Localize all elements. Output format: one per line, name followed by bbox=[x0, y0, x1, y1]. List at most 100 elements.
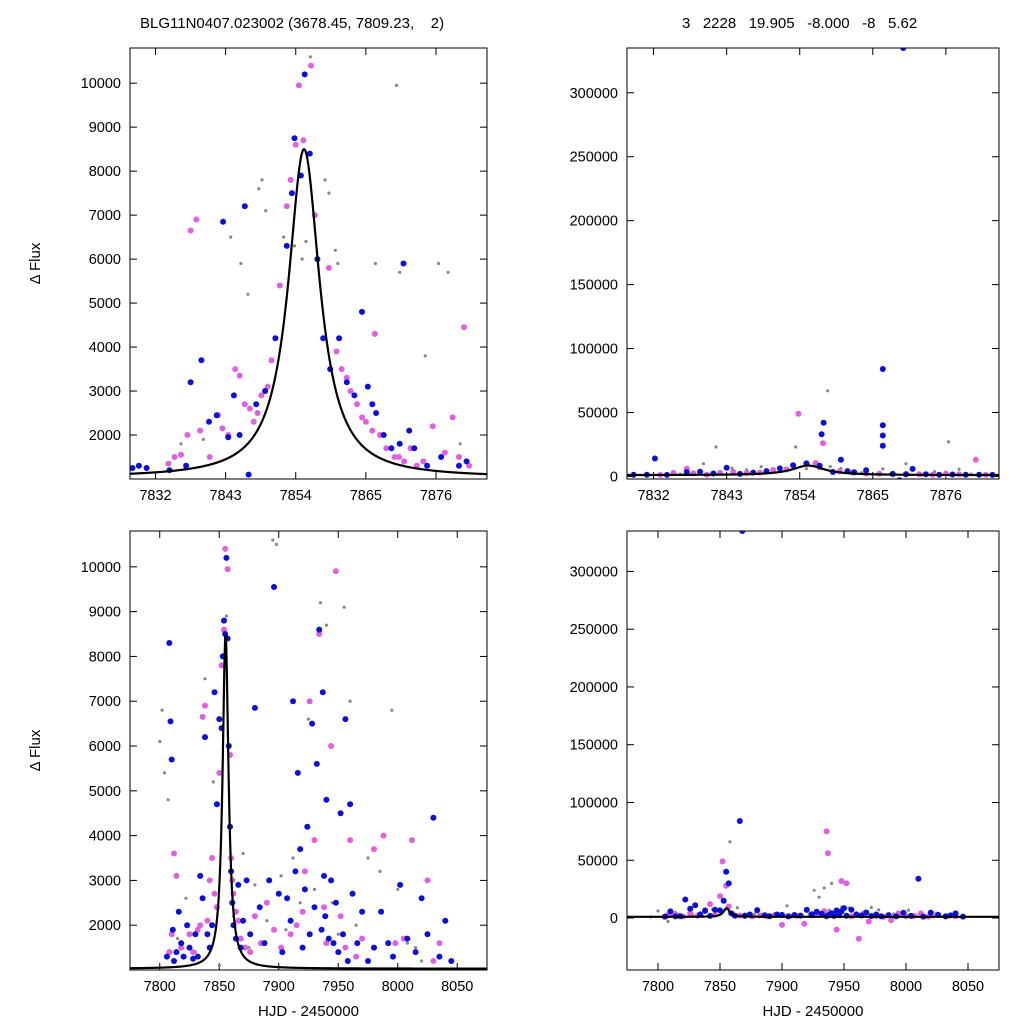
data-point-gray bbox=[446, 270, 450, 274]
data-point-blue bbox=[397, 881, 404, 888]
data-point-magenta bbox=[268, 357, 275, 364]
data-point-blue bbox=[319, 689, 326, 696]
data-point-magenta bbox=[251, 913, 258, 920]
data-point-blue bbox=[343, 379, 350, 386]
data-point-magenta bbox=[823, 828, 830, 835]
header-right-title: 3 2228 19.905 -8.000 -8 5.62 bbox=[682, 15, 918, 32]
data-point-blue bbox=[739, 531, 746, 534]
data-point-blue bbox=[436, 953, 443, 960]
x-tick-label: 7876 bbox=[930, 488, 962, 504]
data-point-blue bbox=[166, 640, 173, 646]
data-point-blue bbox=[723, 464, 730, 471]
data-point-blue bbox=[717, 907, 723, 914]
data-point-magenta bbox=[202, 702, 208, 709]
data-point-blue bbox=[306, 931, 313, 938]
data-point-blue bbox=[271, 584, 277, 590]
data-point-magenta bbox=[466, 462, 473, 469]
data-point-magenta bbox=[391, 454, 398, 460]
data-point-gray bbox=[271, 538, 275, 542]
panel-bottom-left: 7800 7850 7900 7950 8000 8050 2000 3000 4000 5000… bbox=[27, 530, 488, 1020]
data-point-blue bbox=[380, 432, 387, 438]
data-point-magenta bbox=[178, 451, 184, 458]
data-point-blue bbox=[230, 392, 237, 399]
data-point-magenta bbox=[168, 931, 175, 938]
data-point-blue bbox=[301, 886, 308, 893]
data-point-gray bbox=[158, 739, 162, 744]
data-point-blue bbox=[272, 335, 279, 342]
data-point-magenta bbox=[276, 282, 283, 289]
data-point-blue bbox=[143, 465, 150, 471]
data-point-magenta bbox=[409, 837, 415, 844]
data-point-blue bbox=[364, 383, 371, 390]
data-point-blue bbox=[328, 877, 335, 884]
x-tick-label: 7843 bbox=[711, 488, 743, 504]
y-tick-label: 0 bbox=[610, 911, 618, 927]
data-point-blue bbox=[198, 357, 205, 364]
x-tick-label: 8000 bbox=[890, 979, 922, 995]
data-point-blue bbox=[848, 906, 855, 913]
data-point-gray bbox=[333, 248, 337, 252]
data-point-blue bbox=[354, 940, 361, 947]
data-point-magenta bbox=[843, 880, 850, 887]
data-point-magenta bbox=[396, 454, 402, 460]
y-tick-label: 100000 bbox=[570, 795, 618, 811]
data-point-gray bbox=[336, 261, 340, 266]
data-point-magenta bbox=[219, 425, 226, 432]
data-point-gray bbox=[869, 905, 873, 910]
plot-frame bbox=[129, 530, 488, 971]
data-point-magenta bbox=[383, 445, 390, 452]
data-point-blue bbox=[291, 135, 298, 142]
data-point-magenta bbox=[222, 545, 229, 552]
data-point-blue bbox=[337, 810, 344, 817]
x-axis-label: HJD - 2450000 bbox=[763, 1003, 864, 1020]
data-point-blue bbox=[241, 203, 248, 210]
data-point-magenta bbox=[299, 908, 306, 915]
data-point-blue bbox=[332, 899, 339, 906]
data-point-blue bbox=[702, 907, 709, 914]
data-point-blue bbox=[342, 716, 349, 723]
data-point-blue bbox=[340, 931, 346, 938]
data-point-magenta bbox=[247, 949, 254, 956]
data-point-magenta bbox=[283, 203, 290, 210]
data-point-gray bbox=[348, 699, 352, 703]
data-point-magenta bbox=[855, 935, 862, 942]
data-point-gray bbox=[241, 851, 245, 856]
data-point-gray bbox=[239, 261, 243, 266]
data-point-gray bbox=[414, 946, 418, 950]
data-point-blue bbox=[247, 931, 254, 938]
data-point-gray bbox=[458, 442, 462, 446]
x-tick-label: 7800 bbox=[144, 979, 176, 995]
data-point-magenta bbox=[194, 926, 201, 933]
y-axis-label: Δ Flux bbox=[27, 729, 44, 771]
y-tick-label: 300000 bbox=[570, 86, 618, 102]
data-point-blue bbox=[344, 958, 351, 964]
data-points bbox=[649, 531, 966, 942]
data-point-blue bbox=[321, 872, 327, 879]
data-point-magenta bbox=[246, 405, 253, 412]
data-point-magenta bbox=[820, 440, 826, 447]
plot-frame bbox=[129, 47, 488, 480]
y-tick-label: 7000 bbox=[89, 694, 121, 710]
y-tick-label: 100000 bbox=[570, 342, 618, 358]
data-point-blue bbox=[388, 445, 395, 452]
data-point-blue bbox=[813, 908, 820, 915]
data-point-blue bbox=[323, 796, 330, 803]
data-point-magenta bbox=[323, 940, 330, 947]
data-point-blue bbox=[192, 931, 199, 938]
data-point-magenta bbox=[424, 877, 431, 884]
data-point-blue bbox=[171, 958, 177, 964]
y-tick-label: 150000 bbox=[570, 278, 618, 294]
data-point-blue bbox=[290, 698, 296, 705]
data-point-gray bbox=[817, 895, 821, 899]
data-point-magenta bbox=[824, 850, 831, 857]
data-point-blue bbox=[309, 720, 316, 727]
data-point-magenta bbox=[171, 850, 177, 857]
data-point-blue bbox=[651, 455, 658, 462]
data-point-blue bbox=[197, 872, 204, 879]
data-point-magenta bbox=[199, 713, 206, 720]
model-curve bbox=[130, 148, 487, 476]
data-point-gray bbox=[812, 888, 816, 892]
data-point-blue bbox=[879, 366, 886, 372]
data-point-blue bbox=[251, 704, 258, 711]
data-point-gray bbox=[308, 55, 312, 59]
